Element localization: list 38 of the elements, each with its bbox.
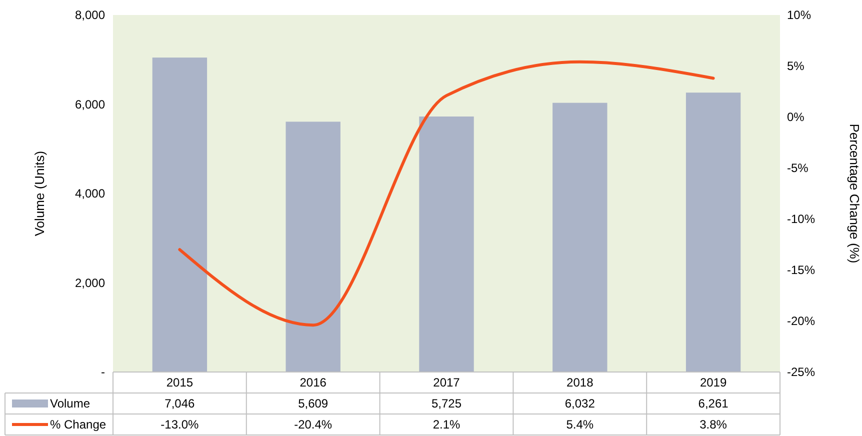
y2-tick-label: -20% [787, 314, 816, 328]
data-label: -13.0% [160, 418, 200, 432]
bar [152, 58, 208, 372]
bar [552, 102, 608, 372]
bar [686, 92, 741, 372]
data-label: -20.4% [294, 418, 332, 432]
y2-tick-label: -15% [787, 263, 816, 278]
y-tick-label: 4,000 [74, 186, 106, 201]
line-series [178, 60, 715, 327]
y-tick-label: - [101, 365, 105, 380]
data-label: 2.1% [432, 418, 460, 432]
data-label: 5.4% [566, 418, 594, 432]
y-tick-label: 8,000 [74, 8, 106, 22]
bar [286, 122, 340, 372]
y2-tick-label: -10% [787, 212, 816, 226]
data-label: 6,032 [564, 396, 596, 411]
data-label: 7,046 [164, 396, 196, 411]
x-tick-label: 2017 [433, 376, 460, 390]
legend-label: Volume [50, 396, 90, 411]
x-tick-label: 2015 [166, 376, 194, 390]
y-tick-label: 2,000 [74, 276, 106, 290]
y2-axis-title: Percentage Change (%) [847, 124, 862, 264]
y2-tick-label: 10% [787, 8, 812, 22]
y2-tick-label: -25% [787, 365, 816, 380]
y2-tick-label: 5% [787, 59, 805, 74]
x-tick-label: 2019 [700, 376, 727, 390]
y-tick-label: 6,000 [74, 97, 106, 112]
data-label: 3.8% [700, 418, 728, 432]
y-axis-title: Volume (Units) [32, 150, 47, 236]
data-label: 5,725 [431, 396, 462, 411]
y2-tick-label: -5% [787, 161, 809, 176]
data-label: 6,261 [698, 396, 729, 411]
data-label: 5,609 [298, 396, 328, 411]
x-tick-label: 2018 [566, 376, 594, 390]
bar [419, 116, 474, 372]
x-tick-label: 2016 [300, 376, 327, 390]
y2-tick-label: 0% [787, 110, 805, 124]
legend-label: % Change [50, 418, 106, 432]
